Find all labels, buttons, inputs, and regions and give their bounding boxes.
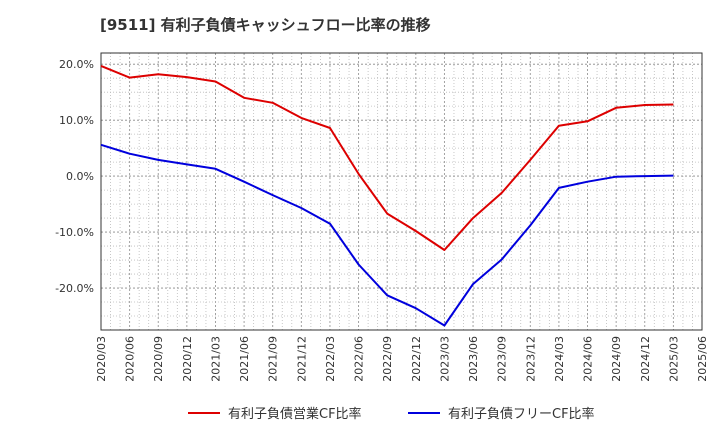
y-tick-label: 10.0% [59,114,94,127]
x-tick-label: 2024/03 [553,336,566,382]
x-tick-label: 2020/12 [181,336,194,382]
legend-label-2: 有利子負債フリーCF比率 [448,406,595,422]
x-tick-label: 2021/12 [295,336,308,382]
chart-title: [9511] 有利子負債キャッシュフロー比率の推移 [100,16,431,34]
series-line-2 [100,143,674,327]
x-tick-label: 2023/09 [496,336,509,382]
x-tick-label: 2024/12 [639,336,652,382]
x-tick-label: 2022/06 [353,336,366,382]
x-tick-label: 2022/03 [324,336,337,382]
x-tick-label: 2025/06 [696,336,709,382]
x-tick-label: 2025/03 [667,336,680,382]
series-lines [100,64,674,327]
x-tick-label: 2023/06 [467,336,480,382]
x-tick-label: 2024/09 [610,336,623,382]
x-tick-label: 2020/03 [95,336,108,382]
x-tick-label: 2022/09 [381,336,394,382]
x-tick-label: 2020/09 [152,336,165,382]
plot-frame [100,52,703,331]
x-tick-label: 2020/06 [124,336,137,382]
axes: 20.0% 10.0% 0.0% -10.0% -20.0% 2020/03 2020/06… [55,52,709,382]
y-tick-label: 20.0% [59,58,94,71]
x-tick-label: 2023/12 [524,336,537,382]
x-tick-label: 2023/03 [438,336,451,382]
x-tick-label: 2022/12 [410,336,423,382]
grid [101,53,702,330]
legend: 有利子負債営業CF比率 有利子負債フリーCF比率 [188,406,595,422]
x-tick-label: 2021/09 [267,336,280,382]
y-tick-label: 0.0% [66,170,94,183]
x-tick-label: 2021/06 [238,336,251,382]
y-tick-label: -20.0% [55,282,94,295]
y-tick-label: -10.0% [55,226,94,239]
plot-area [101,53,702,330]
series-line-1 [100,64,674,251]
x-tick-label: 2024/06 [582,336,595,382]
legend-label-1: 有利子負債営業CF比率 [228,406,362,422]
x-tick-label: 2021/03 [209,336,222,382]
